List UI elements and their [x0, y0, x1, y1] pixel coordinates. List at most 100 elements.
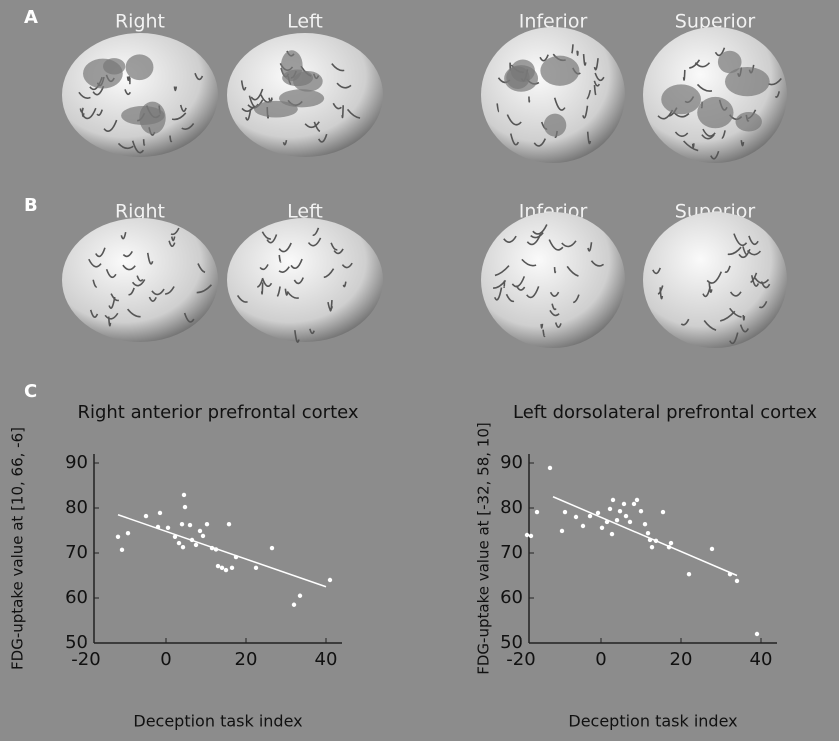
brain — [62, 33, 218, 157]
x-tick-label: 0 — [595, 649, 606, 670]
activation-patch — [103, 58, 125, 74]
point — [177, 541, 181, 545]
point — [201, 534, 205, 538]
point — [667, 545, 671, 549]
x-tick-label: -20 — [71, 649, 100, 670]
activation-patch — [661, 84, 701, 114]
brain-shape — [643, 212, 787, 348]
point — [728, 572, 732, 576]
sulcus — [262, 282, 263, 293]
point — [661, 510, 665, 514]
point — [615, 518, 619, 522]
point — [735, 579, 739, 583]
y-tick-label: 70 — [500, 542, 523, 563]
sulcus — [529, 97, 530, 102]
activation-patch — [544, 114, 567, 137]
point — [600, 526, 604, 530]
point — [529, 534, 533, 538]
figure: A B C RightLeftInferiorSuperiorRightLeft… — [0, 0, 839, 741]
point — [188, 523, 192, 527]
point — [535, 510, 539, 514]
point — [611, 498, 615, 502]
activation-patch — [126, 54, 154, 80]
point — [214, 547, 218, 551]
sulcus — [555, 267, 556, 272]
point — [755, 632, 759, 636]
point — [622, 502, 626, 506]
point — [298, 594, 302, 598]
view-label: Right — [115, 11, 165, 33]
point — [581, 524, 585, 528]
x-tick-label: -20 — [506, 649, 535, 670]
x-tick-label: 20 — [235, 649, 258, 670]
point — [618, 509, 622, 513]
chart-title: Left dorsolateral prefrontal cortex — [513, 402, 817, 423]
point — [158, 511, 162, 515]
brain — [643, 212, 787, 348]
sulcus — [144, 139, 145, 145]
activation-patch — [718, 51, 742, 74]
brain — [227, 33, 383, 157]
point — [216, 564, 220, 568]
sulcus — [693, 143, 694, 147]
point — [643, 522, 647, 526]
activation-patch — [254, 101, 298, 118]
sulcus — [541, 324, 542, 328]
point — [230, 566, 234, 570]
y-tick-label: 90 — [500, 452, 523, 473]
point — [687, 572, 691, 576]
brain-shape — [481, 212, 625, 348]
point — [180, 522, 184, 526]
point — [328, 578, 332, 582]
activation-patch — [736, 112, 762, 132]
sulcus — [504, 281, 505, 288]
point — [610, 532, 614, 536]
point — [220, 566, 224, 570]
activation-patch — [511, 59, 535, 82]
x-tick-label: 0 — [160, 649, 171, 670]
point — [646, 531, 650, 535]
point — [292, 603, 296, 607]
y-tick-label: 90 — [65, 452, 88, 473]
point — [525, 533, 529, 537]
x-tick-label: 20 — [670, 649, 693, 670]
brain-shape — [62, 33, 218, 157]
point — [605, 520, 609, 524]
panel-label: C — [24, 381, 37, 402]
point — [548, 466, 552, 470]
point — [144, 514, 148, 518]
point — [234, 555, 238, 559]
point — [116, 535, 120, 539]
point — [648, 538, 652, 542]
panel-label: B — [24, 195, 38, 216]
point — [190, 538, 194, 542]
point — [227, 522, 231, 526]
point — [126, 531, 130, 535]
point — [596, 511, 600, 515]
point — [588, 514, 592, 518]
point — [650, 545, 654, 549]
x-tick-label: 40 — [750, 649, 773, 670]
brain — [481, 212, 625, 348]
y-tick-label: 80 — [65, 497, 88, 518]
point — [624, 514, 628, 518]
y-tick-label: 60 — [500, 587, 523, 608]
sulcus — [342, 105, 343, 117]
y-axis-label: FDG-uptake value at [10, 66, -6] — [9, 427, 27, 670]
point — [574, 515, 578, 519]
brain-shape — [227, 218, 383, 342]
brain — [62, 218, 218, 342]
point — [166, 526, 170, 530]
point — [639, 509, 643, 513]
activation-patch — [540, 56, 579, 86]
point — [669, 541, 673, 545]
point — [156, 525, 160, 529]
sulcus — [577, 51, 578, 55]
x-axis-label: Deception task index — [568, 712, 737, 731]
point — [563, 510, 567, 514]
y-tick-label: 60 — [65, 587, 88, 608]
y-tick-label: 80 — [500, 497, 523, 518]
activation-patch — [121, 106, 165, 125]
point — [120, 548, 124, 552]
brain — [643, 27, 787, 163]
